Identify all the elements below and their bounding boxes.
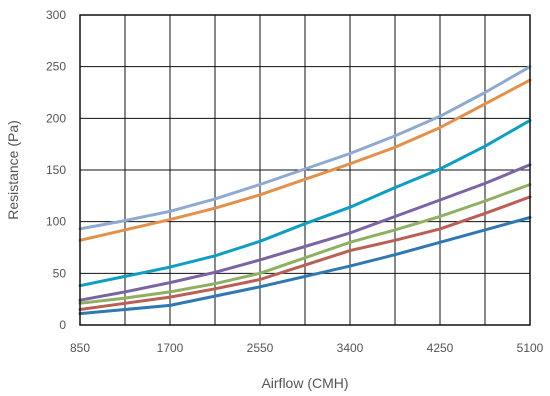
series-line-3 — [78, 118, 532, 288]
series-line-1 — [78, 65, 532, 231]
y-tick-label: 250 — [46, 60, 66, 74]
y-tick-label: 100 — [46, 215, 66, 229]
x-tick-label: 850 — [70, 341, 90, 355]
series-line-6 — [78, 195, 532, 311]
x-axis-label: Airflow (CMH) — [261, 375, 348, 391]
x-tick-label: 1700 — [157, 341, 184, 355]
x-tick-labels: 850 1700 2550 3400 4250 5100 — [70, 341, 544, 355]
y-tick-labels: 0 50 100 150 200 250 300 — [46, 8, 66, 332]
x-tick-label: 2550 — [247, 341, 274, 355]
plot-frame — [79, 14, 531, 326]
x-tick-label: 3400 — [337, 341, 364, 355]
y-tick-label: 300 — [46, 8, 66, 22]
series-line-7 — [78, 216, 532, 316]
y-tick-label: 150 — [46, 163, 66, 177]
series-lines — [78, 65, 532, 316]
y-tick-label: 200 — [46, 111, 66, 125]
x-tick-label: 5100 — [517, 341, 544, 355]
x-tick-label: 4250 — [427, 341, 454, 355]
series-line-4 — [78, 163, 532, 302]
series-line-2 — [78, 78, 532, 242]
series-line-5 — [78, 183, 532, 305]
y-tick-label: 50 — [53, 266, 67, 280]
y-axis-label: Resistance (Pa) — [5, 120, 21, 220]
y-tick-label: 0 — [59, 318, 66, 332]
